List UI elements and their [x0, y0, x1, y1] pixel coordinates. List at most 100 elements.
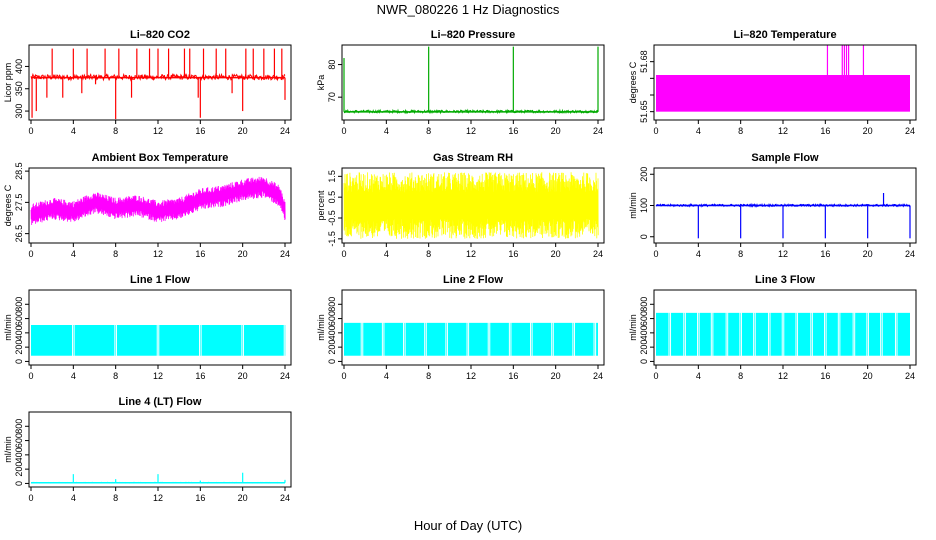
band-segment	[784, 312, 796, 356]
series-line	[343, 172, 599, 239]
x-tick-label: 16	[508, 249, 518, 259]
y-tick-label: 0	[639, 234, 649, 239]
y-axis-label: degrees C	[3, 184, 13, 226]
y-tick-label: 600	[14, 433, 24, 448]
y-tick-label: 400	[639, 325, 649, 340]
band-segment	[812, 312, 825, 356]
chart-panel-6: Sample Flow ml/min 0 4 8 12 16 20 24 0 100 200	[628, 152, 917, 259]
y-tick-label: 200	[14, 462, 24, 477]
y-axis-label: ml/min	[316, 314, 326, 341]
x-tick-label: 12	[153, 493, 163, 503]
y-tick-label: 0	[14, 481, 24, 486]
x-tick-label: 0	[28, 371, 33, 381]
band-segment	[469, 322, 488, 356]
x-tick-label: 20	[238, 126, 248, 136]
x-tick-label: 0	[341, 249, 346, 259]
x-tick-label: 8	[113, 126, 118, 136]
band-segment	[728, 312, 740, 356]
x-tick-label: 12	[466, 249, 476, 259]
x-tick-label: 0	[653, 371, 658, 381]
x-tick-label: 8	[113, 249, 118, 259]
y-tick-label: 400	[14, 325, 24, 340]
y-tick-label: 70	[327, 92, 337, 102]
band-segment	[699, 312, 711, 356]
x-tick-label: 16	[195, 371, 205, 381]
x-tick-label: 16	[508, 126, 518, 136]
panel-title: Li–820 Temperature	[733, 29, 836, 41]
y-tick-label: 51.68	[639, 50, 649, 73]
x-tick-label: 0	[28, 126, 33, 136]
x-tick-label: 4	[71, 371, 76, 381]
x-tick-label: 4	[71, 249, 76, 259]
y-tick-label: 200	[327, 340, 337, 355]
plot-frame	[28, 411, 292, 488]
x-tick-label: 20	[551, 126, 561, 136]
y-axis-label: ml/min	[3, 436, 13, 463]
y-tick-label: 600	[14, 311, 24, 326]
x-tick-label: 4	[384, 249, 389, 259]
band-segment	[685, 312, 698, 356]
x-tick-label: 12	[778, 249, 788, 259]
x-tick-label: 8	[426, 126, 431, 136]
chart-panel-1: Li–820 CO2 Licor ppm 0 4 8 12 16 20 24 300 350 400	[3, 29, 292, 136]
y-tick-label: 26.5	[14, 225, 24, 243]
band-segment	[490, 322, 509, 356]
band-segment	[713, 312, 726, 356]
data-layer	[656, 45, 910, 112]
band-segment	[243, 325, 284, 356]
x-tick-label: 4	[696, 371, 701, 381]
y-tick-label: 80	[327, 60, 337, 70]
x-tick-label: 24	[905, 371, 915, 381]
x-tick-label: 0	[653, 126, 658, 136]
band-segment	[770, 312, 782, 356]
x-tick-label: 12	[153, 371, 163, 381]
x-tick-label: 12	[153, 126, 163, 136]
x-tick-label: 8	[426, 249, 431, 259]
band-segment	[74, 325, 115, 356]
x-tick-label: 0	[341, 371, 346, 381]
band-segment	[868, 312, 881, 356]
panel-title: Li–820 CO2	[130, 29, 190, 41]
x-tick-label: 20	[238, 371, 248, 381]
band-segment	[882, 312, 895, 356]
band-segment	[574, 322, 594, 356]
x-tick-label: 20	[863, 249, 873, 259]
band-segment	[596, 322, 598, 356]
data-layer	[30, 176, 286, 226]
x-tick-label: 24	[593, 249, 603, 259]
plot-frame	[341, 44, 605, 121]
x-tick-label: 16	[195, 249, 205, 259]
x-tick-label: 8	[738, 249, 743, 259]
x-tick-label: 16	[195, 126, 205, 136]
chart-panel-4: Ambient Box Temperature degrees C 0 4 8 12 16 2…	[3, 152, 292, 259]
y-tick-label: 0	[639, 359, 649, 364]
y-tick-label: -1.5	[327, 231, 337, 247]
x-tick-label: 12	[466, 126, 476, 136]
series-line	[30, 176, 286, 226]
x-tick-label: 24	[905, 249, 915, 259]
x-tick-label: 24	[280, 371, 290, 381]
x-tick-label: 4	[696, 249, 701, 259]
band-fill	[656, 75, 910, 112]
band-segment	[840, 312, 853, 356]
y-tick-label: 28.5	[14, 162, 24, 180]
x-tick-label: 20	[238, 249, 248, 259]
x-tick-label: 24	[593, 371, 603, 381]
x-tick-label: 24	[280, 249, 290, 259]
panel-title: Gas Stream RH	[433, 152, 513, 164]
y-tick-label: 100	[639, 198, 649, 213]
plot-frame	[653, 289, 917, 366]
band-segment	[344, 322, 361, 356]
band-segment	[363, 322, 382, 356]
x-tick-label: 4	[71, 493, 76, 503]
x-tick-label: 16	[195, 493, 205, 503]
x-tick-label: 16	[820, 371, 830, 381]
y-tick-label: 800	[14, 419, 24, 434]
x-tick-label: 12	[778, 371, 788, 381]
x-tick-label: 8	[738, 371, 743, 381]
x-tick-label: 20	[863, 371, 873, 381]
y-tick-label: 200	[639, 167, 649, 182]
x-tick-label: 24	[593, 126, 603, 136]
band-segment	[671, 312, 684, 356]
x-tick-label: 0	[28, 493, 33, 503]
